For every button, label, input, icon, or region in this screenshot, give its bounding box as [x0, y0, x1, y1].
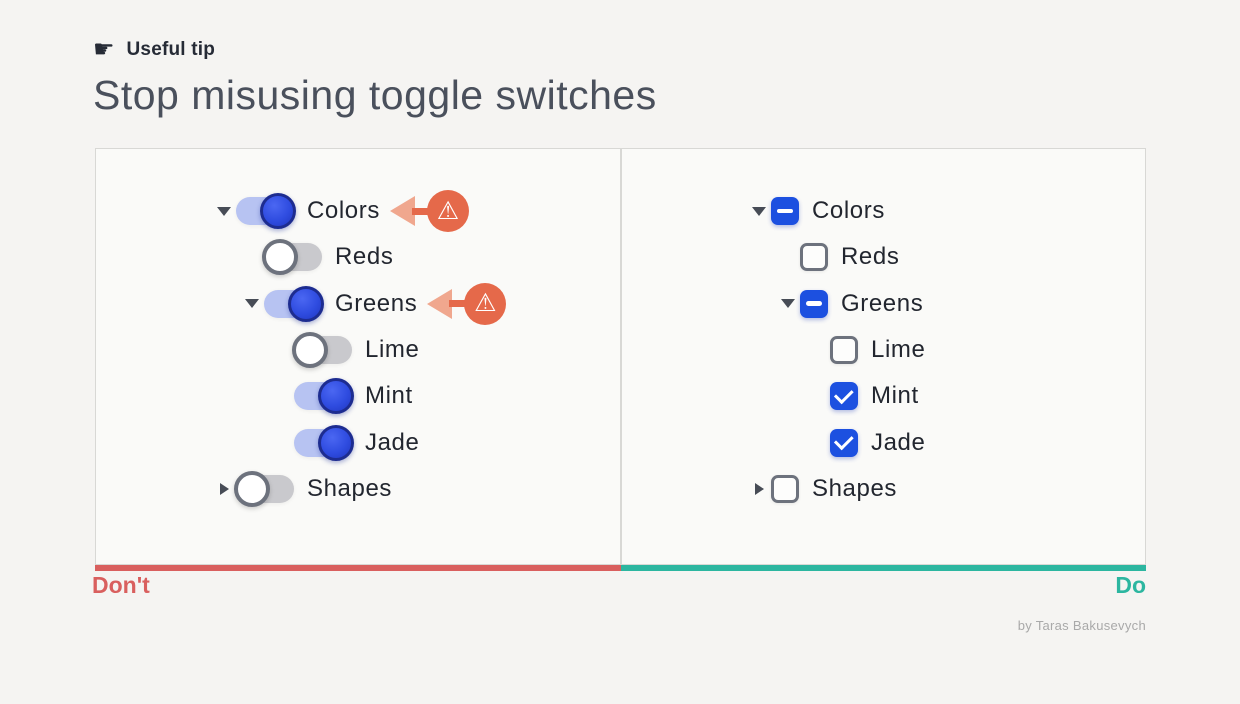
toggle-knob [260, 193, 296, 229]
toggle-knob [318, 424, 354, 461]
author-credit: by Taras Bakusevych [1017, 618, 1146, 633]
checkmark-icon [833, 430, 854, 451]
warning-annotation: ⚠ [427, 282, 507, 325]
warning-triangle-icon: ⚠ [474, 288, 497, 318]
toggle-knob [318, 378, 354, 415]
toggle-switch-reds[interactable] [262, 239, 322, 276]
tree-row-lime: Lime [270, 330, 419, 370]
row-label: Colors [307, 197, 380, 224]
triangle-right [219, 482, 229, 495]
row-label: Shapes [812, 474, 897, 502]
toggle-switch-mint[interactable] [294, 378, 354, 415]
indeterminate-dash-icon [806, 301, 822, 306]
tree-row-colors: Colors ⚠ [212, 190, 469, 232]
checkbox-shapes[interactable] [771, 474, 799, 503]
row-label: Lime [871, 335, 926, 363]
tip-label: Useful tip [126, 39, 216, 60]
toggle-switch-shapes[interactable] [234, 470, 294, 507]
do-accent-bar [621, 565, 1146, 571]
do-label: Do [1115, 572, 1146, 598]
chevron-down-icon[interactable] [776, 299, 800, 309]
triangle-down [217, 206, 231, 216]
checkbox-reds[interactable] [800, 243, 828, 272]
checkbox-jade[interactable] [830, 428, 858, 457]
toggle-knob [262, 239, 298, 276]
tree-row-reds: Reds [776, 237, 899, 277]
triangle-down [245, 299, 259, 309]
row-label: Lime [365, 335, 420, 363]
row-label: Greens [841, 289, 924, 317]
dont-accent-bar [95, 565, 621, 571]
row-label: Colors [812, 197, 885, 224]
arrow-left-icon [389, 196, 415, 226]
tree-row-mint: Mint [270, 376, 413, 416]
tree-row-greens: Greens [776, 284, 923, 324]
tree-row-lime: Lime [806, 330, 925, 370]
warning-badge: ⚠ [426, 190, 469, 232]
toggle-switch-jade[interactable] [294, 424, 354, 461]
toggle-knob [234, 470, 270, 507]
tree-row-colors: Colors [747, 191, 885, 231]
triangle-right [754, 482, 764, 495]
toggle-knob [292, 331, 328, 368]
tree-row-reds: Reds [240, 237, 393, 277]
checkbox-greens[interactable] [800, 289, 828, 318]
pointing-hand-icon: ☛ [93, 36, 115, 63]
row-label: Greens [335, 289, 418, 317]
toggle-switch-greens[interactable] [264, 285, 324, 322]
page-header: ☛ Useful tip Stop misusing toggle switch… [93, 36, 657, 119]
checkbox-colors[interactable] [771, 197, 799, 225]
dont-label: Don't [92, 572, 150, 598]
tree-row-jade: Jade [270, 423, 419, 463]
comparison-board: Colors ⚠ Reds Greens ⚠ Lime Mint Jade Shapes Col… [92, 148, 1146, 633]
checkbox-mint[interactable] [830, 382, 858, 411]
triangle-down [752, 206, 766, 216]
tree-row-greens: Greens ⚠ [240, 282, 507, 325]
toggle-switch-colors[interactable] [236, 193, 296, 229]
triangle-down [781, 299, 795, 309]
row-label: Reds [335, 243, 394, 271]
arrow-left-icon [427, 288, 453, 319]
chevron-down-icon[interactable] [212, 206, 236, 216]
row-label: Jade [871, 428, 926, 456]
tip-line: ☛ Useful tip [93, 36, 657, 64]
tree-row-shapes: Shapes [212, 469, 392, 509]
tree-row-shapes: Shapes [747, 469, 897, 509]
checkbox-lime[interactable] [830, 335, 858, 364]
do-panel: Colors Reds Greens Lime Mint Jade Shapes [621, 148, 1146, 565]
chevron-down-icon[interactable] [747, 206, 771, 216]
tree-row-mint: Mint [806, 376, 919, 416]
row-label: Reds [841, 243, 900, 271]
chevron-right-icon[interactable] [747, 482, 771, 495]
row-label: Shapes [307, 474, 392, 502]
toggle-knob [288, 285, 324, 322]
checkmark-icon [833, 384, 854, 404]
arrow-shaft [449, 300, 467, 308]
dont-panel: Colors ⚠ Reds Greens ⚠ Lime Mint Jade Shapes [95, 148, 621, 565]
warning-badge: ⚠ [464, 282, 507, 325]
warning-triangle-icon: ⚠ [436, 195, 460, 225]
toggle-switch-lime[interactable] [292, 331, 352, 368]
page-title: Stop misusing toggle switches [93, 72, 657, 118]
arrow-shaft [411, 207, 429, 215]
row-label: Mint [365, 382, 413, 410]
tree-row-jade: Jade [806, 423, 925, 463]
chevron-right-icon[interactable] [212, 482, 236, 495]
row-label: Jade [365, 428, 420, 456]
warning-annotation: ⚠ [389, 190, 469, 232]
indeterminate-dash-icon [777, 208, 793, 214]
row-label: Mint [871, 382, 919, 410]
chevron-down-icon[interactable] [240, 299, 264, 309]
